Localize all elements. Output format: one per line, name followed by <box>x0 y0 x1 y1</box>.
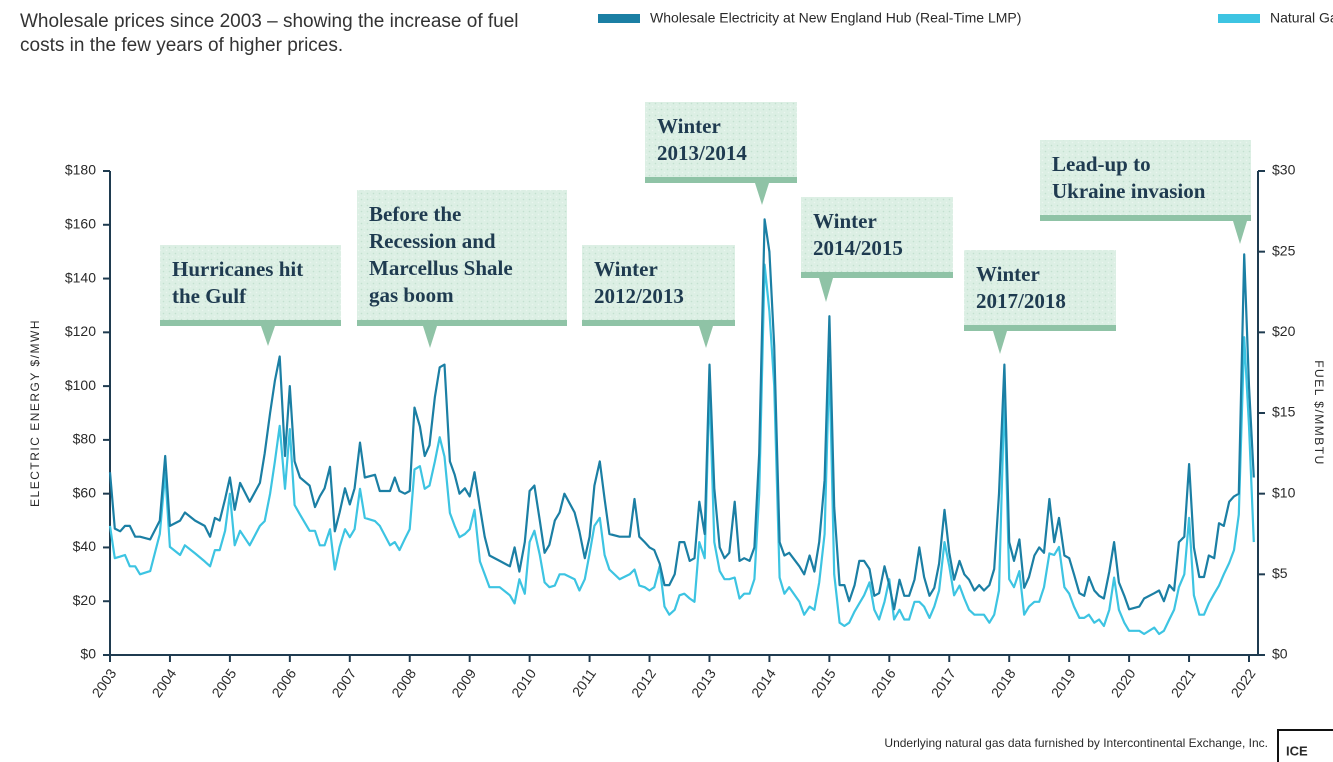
callout-bar <box>645 177 797 183</box>
callout-text: Winter <box>657 114 721 138</box>
x-tick-label: 2003 <box>89 666 120 701</box>
chart-title: Wholesale prices since 2003 – showing th… <box>20 11 519 56</box>
y2-axis-title: FUEL $/MMBTU <box>1312 360 1326 466</box>
x-tick-label: 2019 <box>1048 666 1079 701</box>
callout-text: Lead-up to <box>1052 152 1151 176</box>
callout-text: the Gulf <box>172 284 247 308</box>
x-tick-label: 2014 <box>748 666 779 701</box>
callout-box <box>582 245 735 320</box>
legend-label: Wholesale Electricity at New England Hub… <box>650 10 1021 26</box>
callout-text: Recession and <box>369 229 496 253</box>
y-tick-label: $160 <box>65 215 96 231</box>
callout-bar <box>357 320 567 326</box>
callout-pointer <box>261 326 275 346</box>
logo: ICE <box>1286 743 1308 758</box>
y-tick-label: $80 <box>73 431 97 447</box>
callout-box <box>1040 140 1251 215</box>
legend-swatch <box>1218 14 1260 23</box>
x-tick-label: 2007 <box>328 666 359 701</box>
callout-text: Winter <box>976 262 1040 286</box>
series-line <box>108 263 1255 636</box>
x-tick-label: 2015 <box>808 666 839 701</box>
callout-pointer <box>1233 221 1247 244</box>
legend-swatch <box>598 14 640 23</box>
y2-tick-label: $30 <box>1272 162 1296 178</box>
x-tick-label: 2020 <box>1108 666 1139 701</box>
y-tick-label: $0 <box>80 646 96 662</box>
y-tick-label: $120 <box>65 323 96 339</box>
logo-frame <box>1277 729 1333 762</box>
callout-bar <box>801 272 953 278</box>
callout-text: Before the <box>369 202 461 226</box>
y-tick-label: $180 <box>65 162 96 178</box>
y2-tick-label: $10 <box>1272 484 1296 500</box>
y-tick-label: $40 <box>73 538 97 554</box>
callout-pointer <box>819 278 833 302</box>
callout-text: gas boom <box>369 283 454 307</box>
series-line <box>108 218 1255 611</box>
x-tick-label: 2022 <box>1228 666 1259 701</box>
callout-box <box>160 245 341 320</box>
callout-box <box>964 250 1116 325</box>
callout-box <box>357 190 567 320</box>
x-tick-label: 2009 <box>448 666 479 701</box>
x-tick-label: 2010 <box>508 666 539 701</box>
callout-text: Ukraine invasion <box>1052 179 1206 203</box>
callout-box <box>801 197 953 272</box>
callout-bar <box>582 320 735 326</box>
y2-tick-label: $0 <box>1272 646 1288 662</box>
y-tick-label: $140 <box>65 269 96 285</box>
callout-pointer <box>699 326 713 348</box>
x-tick-label: 2005 <box>208 666 239 701</box>
x-tick-label: 2021 <box>1168 666 1199 701</box>
x-tick-label: 2006 <box>268 666 299 701</box>
callout-pointer <box>755 183 769 205</box>
y-tick-label: $20 <box>73 592 97 608</box>
callout-pointer <box>423 326 437 348</box>
x-tick-label: 2018 <box>988 666 1019 701</box>
x-tick-label: 2008 <box>388 666 419 701</box>
footnote: Underlying natural gas data furnished by… <box>884 736 1268 750</box>
x-tick-label: 2017 <box>928 666 959 701</box>
x-tick-label: 2011 <box>569 665 599 699</box>
callout-bar <box>964 325 1116 331</box>
callout-text: 2013/2014 <box>657 141 747 165</box>
legend-label: Natural Gas <box>1270 10 1333 26</box>
y2-tick-label: $25 <box>1272 242 1296 258</box>
y-axis-title: ELECTRIC ENERGY $/MWH <box>28 319 42 507</box>
x-tick-label: 2013 <box>688 666 719 701</box>
callout-text: Hurricanes hit <box>172 257 303 281</box>
callout-text: Winter <box>813 209 877 233</box>
callout-text: 2017/2018 <box>976 289 1066 313</box>
y2-tick-label: $15 <box>1272 404 1296 420</box>
callout-text: Winter <box>594 257 658 281</box>
callout-box <box>645 102 797 177</box>
y2-tick-label: $20 <box>1272 323 1296 339</box>
y-tick-label: $60 <box>73 484 97 500</box>
callout-pointer <box>993 331 1007 354</box>
callout-text: 2014/2015 <box>813 236 903 260</box>
callout-bar <box>160 320 341 326</box>
y-tick-label: $100 <box>65 377 96 393</box>
callout-bar <box>1040 215 1251 221</box>
x-tick-label: 2004 <box>148 666 179 701</box>
x-tick-label: 2012 <box>628 666 659 701</box>
callout-text: Marcellus Shale <box>369 256 513 280</box>
y2-tick-label: $5 <box>1272 565 1288 581</box>
callout-text: 2012/2013 <box>594 284 684 308</box>
x-tick-label: 2016 <box>868 666 899 701</box>
